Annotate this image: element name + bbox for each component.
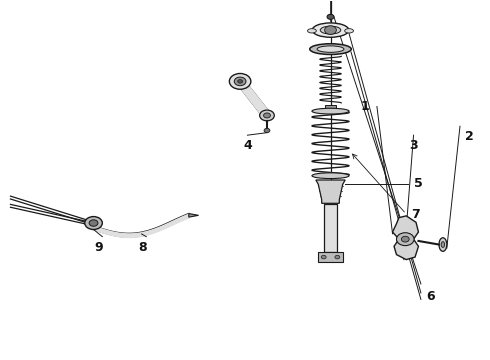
Circle shape: [264, 129, 270, 133]
Ellipse shape: [312, 23, 349, 37]
Ellipse shape: [439, 238, 447, 251]
Text: 5: 5: [414, 177, 422, 190]
Circle shape: [89, 220, 98, 226]
Circle shape: [401, 236, 409, 242]
Ellipse shape: [312, 173, 349, 179]
Ellipse shape: [317, 46, 344, 52]
Circle shape: [238, 80, 243, 83]
Bar: [325, 105, 336, 111]
Polygon shape: [392, 216, 418, 260]
Text: 9: 9: [94, 241, 103, 254]
Circle shape: [264, 113, 270, 118]
Circle shape: [229, 73, 251, 89]
Text: 7: 7: [411, 208, 420, 221]
Polygon shape: [189, 213, 198, 217]
Bar: [324, 204, 337, 252]
Ellipse shape: [312, 108, 349, 114]
Text: 2: 2: [465, 130, 474, 143]
Circle shape: [234, 77, 246, 86]
Text: 3: 3: [409, 139, 418, 152]
Text: 8: 8: [138, 241, 147, 254]
Bar: [318, 252, 343, 262]
Circle shape: [260, 110, 274, 121]
Polygon shape: [236, 80, 271, 117]
Ellipse shape: [308, 29, 317, 33]
Text: 6: 6: [426, 290, 435, 303]
Ellipse shape: [320, 26, 341, 34]
Text: 1: 1: [361, 100, 369, 113]
Ellipse shape: [441, 242, 444, 247]
Polygon shape: [316, 180, 345, 203]
Circle shape: [396, 233, 414, 246]
Circle shape: [335, 255, 340, 259]
Circle shape: [85, 217, 102, 229]
Circle shape: [325, 26, 336, 35]
Text: 4: 4: [243, 139, 252, 152]
Circle shape: [327, 14, 334, 19]
Circle shape: [321, 255, 326, 259]
Ellipse shape: [344, 29, 353, 33]
Ellipse shape: [310, 44, 351, 54]
